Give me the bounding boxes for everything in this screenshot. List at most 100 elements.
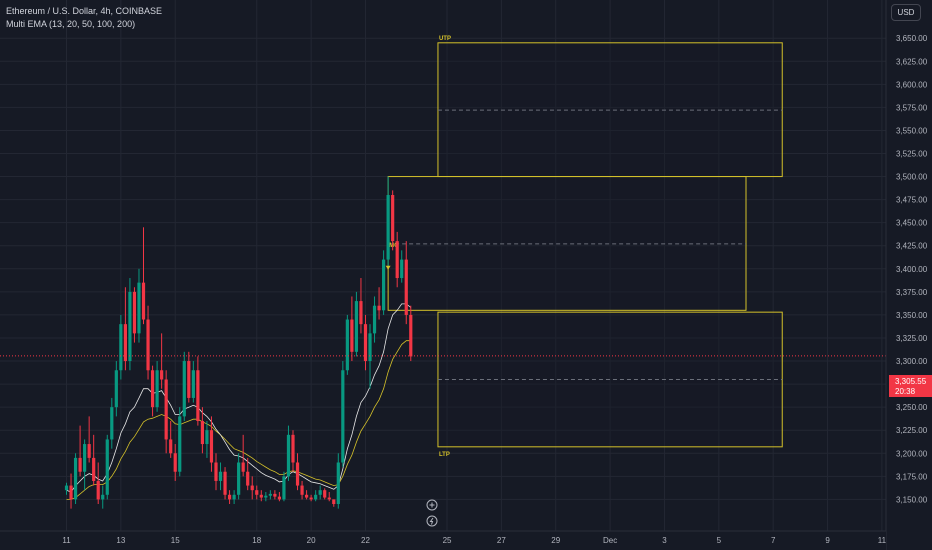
- candle: [250, 476, 254, 500]
- candle: [73, 453, 78, 505]
- candle-body: [368, 333, 372, 362]
- candle: [309, 494, 313, 502]
- candle: [332, 499, 336, 507]
- candle-body: [336, 462, 340, 505]
- symbol-title[interactable]: Ethereum / U.S. Dollar, 4h, COINBASE: [6, 6, 163, 16]
- time-axis[interactable]: 11 13 15 18 20 22 25 27 29 Dec 3 5 7 9 11: [0, 530, 887, 550]
- price-tick-label: 3,600.00: [896, 80, 928, 89]
- candle: [64, 482, 69, 495]
- candle: [314, 490, 318, 502]
- candle: [187, 351, 191, 403]
- time-tick-label: 9: [825, 536, 830, 545]
- currency-button[interactable]: USD: [891, 4, 921, 21]
- candle: [96, 462, 100, 505]
- candle: [282, 471, 286, 502]
- candle-body: [291, 434, 295, 463]
- candle-body: [69, 485, 73, 500]
- candle: [83, 439, 87, 491]
- time-tick-label: 15: [171, 536, 180, 545]
- candle: [327, 492, 331, 502]
- candle: [363, 314, 368, 371]
- candle-body: [304, 494, 309, 498]
- price-axis[interactable]: 3,650.00 3,625.00 3,600.00 3,575.00 3,550.00…: [885, 0, 932, 550]
- candle-body: [409, 314, 413, 357]
- candle: [295, 453, 300, 491]
- candle: [277, 492, 282, 502]
- candle-body: [110, 407, 114, 440]
- ema-slow-line: [66, 340, 411, 500]
- candle: [164, 370, 168, 454]
- candle-body: [250, 485, 254, 491]
- candle-body: [123, 324, 127, 362]
- price-tick-label: 3,550.00: [896, 126, 928, 135]
- candle-body: [264, 495, 268, 498]
- price-tick-label: 3,575.00: [896, 103, 928, 112]
- price-tick-label: 3,450.00: [896, 219, 928, 228]
- price-tick-label: 3,175.00: [896, 472, 928, 481]
- candle-body: [345, 319, 349, 371]
- candle: [78, 425, 82, 477]
- candle-body: [255, 490, 259, 495]
- candle: [196, 356, 200, 426]
- candle-body: [237, 462, 241, 495]
- candle-body: [101, 494, 105, 500]
- time-tick-label: 5: [717, 536, 722, 545]
- candle: [336, 453, 340, 509]
- candle-body: [314, 494, 318, 500]
- candle-body: [92, 457, 96, 481]
- candle: [191, 361, 195, 403]
- candle: [300, 480, 304, 500]
- price-tick-label: 3,350.00: [896, 311, 928, 320]
- time-tick-label: 3: [662, 536, 667, 545]
- candle-body: [241, 462, 245, 472]
- plus-icon: [429, 502, 435, 508]
- candle: [409, 305, 413, 362]
- candle-body: [295, 462, 300, 486]
- add-alert-button[interactable]: [426, 499, 438, 511]
- candle-body: [354, 301, 359, 352]
- candle-body: [318, 490, 322, 495]
- quick-trade-button[interactable]: [426, 515, 438, 527]
- chart-tool-buttons[interactable]: [426, 499, 438, 527]
- candle-body: [400, 259, 404, 279]
- zone-label: UTP: [439, 36, 451, 42]
- candle: [268, 490, 272, 500]
- price-tick-label: 3,225.00: [896, 426, 928, 435]
- time-tick-label: 18: [252, 536, 261, 545]
- candle: [372, 296, 377, 343]
- chart-legend: Ethereum / U.S. Dollar, 4h, COINBASE Mul…: [6, 5, 162, 31]
- candle: [255, 485, 259, 500]
- target-zones: UTP MC LTP: [387, 36, 783, 458]
- time-tick-label: 29: [551, 536, 560, 545]
- candle: [391, 190, 395, 251]
- candle-body: [382, 259, 386, 311]
- chart-grid: [0, 0, 886, 531]
- candle: [377, 287, 381, 320]
- candle: [146, 305, 150, 380]
- candle: [323, 488, 327, 500]
- price-tick-label: 3,200.00: [896, 449, 928, 458]
- candle-body: [141, 282, 146, 320]
- candle: [237, 453, 241, 500]
- time-tick-label: Dec: [603, 536, 617, 545]
- candle-countdown: 20:38: [895, 387, 916, 396]
- candle-body: [78, 457, 82, 472]
- candle: [304, 490, 309, 500]
- candle: [386, 176, 390, 269]
- candle-body: [64, 485, 69, 491]
- candle-body: [377, 305, 381, 311]
- candle: [286, 425, 291, 481]
- time-axis-bg: [0, 531, 886, 550]
- candle: [246, 457, 250, 491]
- candle-body: [164, 379, 168, 440]
- candle-body: [232, 494, 236, 500]
- candle: [382, 250, 386, 315]
- candle-body: [209, 430, 214, 463]
- candle: [368, 324, 372, 389]
- indicator-label[interactable]: Multi EMA (13, 20, 50, 100, 200): [6, 19, 136, 29]
- candle-body: [160, 370, 164, 380]
- candle-body: [173, 453, 177, 472]
- price-tick-label: 3,250.00: [896, 403, 928, 412]
- candle-body: [187, 361, 191, 398]
